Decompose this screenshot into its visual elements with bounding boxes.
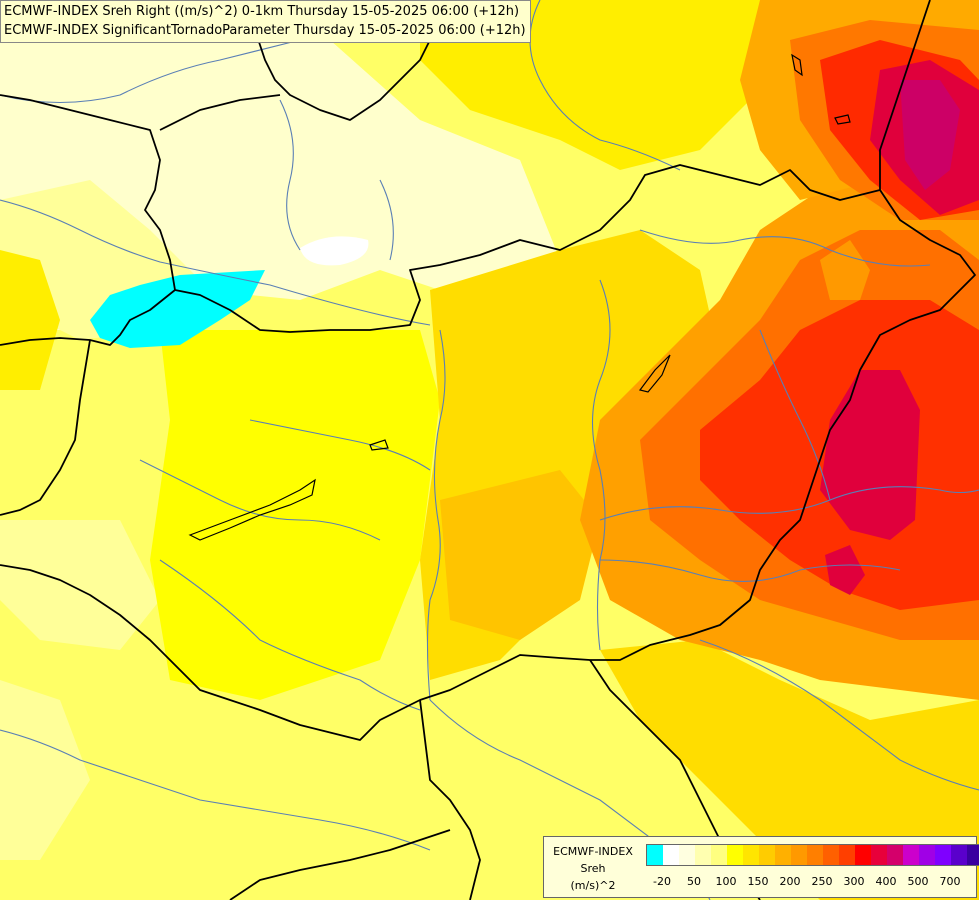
legend-tick-label: -20: [653, 875, 671, 888]
legend-tick-label: 200: [779, 875, 801, 888]
legend-swatch: [919, 845, 935, 865]
legend-swatch: [791, 845, 807, 865]
legend-tick-label: 250: [811, 875, 833, 888]
field-crimson-east: [820, 370, 920, 540]
field-gold-south: [600, 640, 979, 900]
field-yellow-west: [0, 250, 60, 390]
legend-swatch: [887, 845, 903, 865]
legend-swatch: [903, 845, 919, 865]
legend-tick-label: 150: [747, 875, 769, 888]
legend-swatch: [663, 845, 679, 865]
legend-swatch: [935, 845, 951, 865]
color-legend: ECMWF-INDEX Sreh (m/s)^2 -20 50 100 150 200 2…: [543, 836, 979, 898]
legend-swatch: [695, 845, 711, 865]
legend-swatch: [679, 845, 695, 865]
legend-swatches: [646, 844, 979, 866]
legend-tick-label: 700: [939, 875, 961, 888]
field-magenta-core: [900, 80, 960, 190]
legend-variable: Sreh: [580, 862, 606, 875]
legend-model: ECMWF-INDEX: [553, 845, 633, 858]
legend-swatch: [855, 845, 871, 865]
field-light-sw: [0, 680, 90, 860]
legend-swatch: [647, 845, 663, 865]
legend-swatch: [759, 845, 775, 865]
legend-swatch: [823, 845, 839, 865]
field-orange-spot: [820, 240, 870, 300]
legend-tick-label: 500: [907, 875, 929, 888]
legend-swatch: [775, 845, 791, 865]
map-title: ECMWF-INDEX Sreh Right ((m/s)^2) 0-1km T…: [0, 0, 531, 43]
legend-swatch: [743, 845, 759, 865]
legend-swatch: [839, 845, 855, 865]
legend-tick-label: 400: [875, 875, 897, 888]
legend-tick-label: 50: [687, 875, 701, 888]
lakes: [188, 53, 851, 541]
field-yellow-central: [150, 330, 440, 700]
legend-swatch: [967, 845, 979, 865]
legend-tick-label: 100: [715, 875, 737, 888]
legend-swatch: [711, 845, 727, 865]
field-light-west: [0, 520, 160, 650]
title-sreh: ECMWF-INDEX Sreh Right ((m/s)^2) 0-1km T…: [4, 4, 520, 19]
legend-swatch: [727, 845, 743, 865]
legend-unit: (m/s)^2: [570, 879, 616, 892]
title-stp: ECMWF-INDEX SignificantTornadoParameter …: [4, 23, 526, 38]
field-crimson-spot: [825, 545, 865, 595]
legend-tick-label: 300: [843, 875, 865, 888]
field-white-spot: [300, 236, 369, 266]
field-cyan: [90, 270, 265, 348]
legend-swatch: [807, 845, 823, 865]
field-amber: [440, 470, 600, 640]
legend-swatch: [871, 845, 887, 865]
legend-swatch: [951, 845, 967, 865]
legend-ticks: -20 50 100 150 200 250 300 400 500 700: [646, 875, 976, 889]
